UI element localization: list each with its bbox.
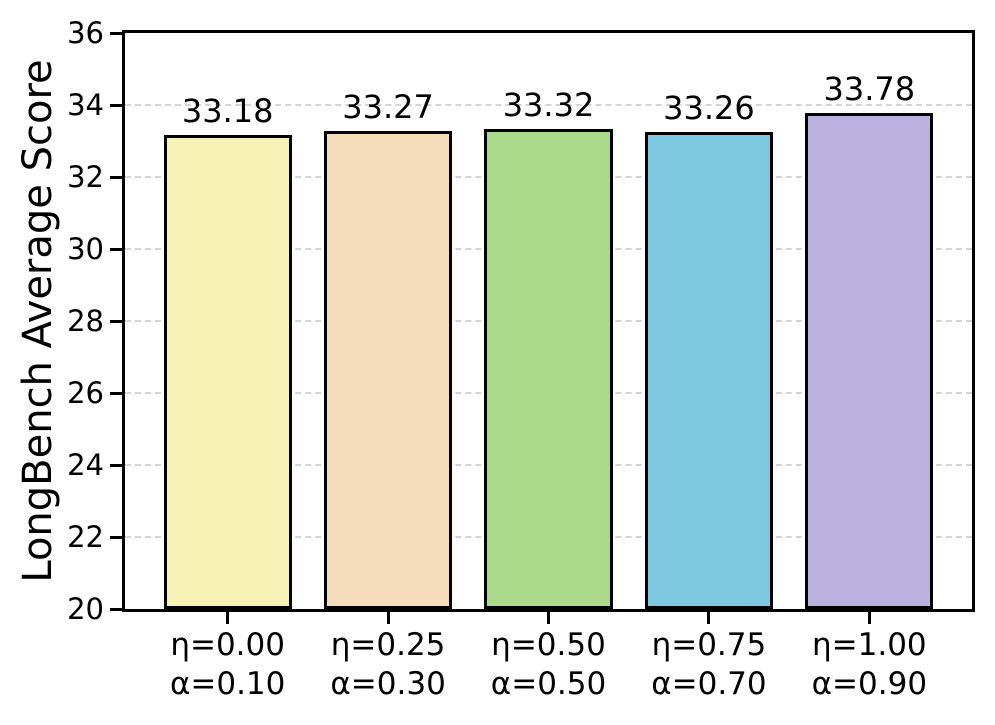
gridline-34 — [125, 104, 972, 106]
y-tick-label-28: 28 — [67, 304, 104, 338]
bar-value-label-1: 33.27 — [342, 88, 434, 127]
bar-η=0.25 — [323, 131, 453, 609]
x-tick-label-3: η=0.75 α=0.70 — [599, 626, 819, 704]
x-tick-label-eta-2: η=0.50 — [491, 627, 606, 663]
y-tick-mark-24 — [110, 463, 122, 467]
y-tick-label-26: 26 — [67, 376, 104, 410]
y-tick-label-30: 30 — [67, 232, 104, 266]
bar-value-label-4: 33.78 — [823, 69, 916, 108]
x-tick-label-4: η=1.00 α=0.90 — [759, 626, 979, 704]
x-tick-label-alpha-1: α=0.30 — [330, 666, 446, 702]
x-tick-label-eta-0: η=0.00 — [170, 627, 285, 663]
y-tick-mark-36 — [110, 31, 122, 35]
bar-η=1.00 — [805, 112, 934, 609]
x-tick-label-eta-1: η=0.25 — [330, 627, 446, 663]
bar-value-label-0: 33.18 — [181, 91, 274, 130]
x-tick-label-alpha-4: α=0.90 — [811, 666, 928, 702]
x-tick-label-0: η=0.00 α=0.10 — [118, 626, 338, 704]
x-tick-label-eta-4: η=1.00 — [812, 627, 927, 663]
x-tick-mark-2 — [547, 612, 550, 624]
bar-value-label-2: 33.32 — [502, 86, 595, 125]
x-tick-mark-3 — [707, 612, 711, 624]
x-tick-label-alpha-3: α=0.70 — [651, 666, 767, 702]
y-tick-mark-20 — [110, 607, 122, 611]
y-tick-label-20: 20 — [67, 592, 104, 626]
plot-area: 33.18 33.27 33.32 33.26 33.78 — [122, 30, 975, 612]
x-tick-mark-4 — [867, 612, 871, 624]
x-tick-label-eta-3: η=0.75 — [651, 627, 767, 663]
x-tick-mark-1 — [386, 612, 390, 624]
y-tick-mark-30 — [110, 247, 122, 251]
bar-η=0.50 — [484, 129, 613, 609]
bar-η=0.75 — [644, 131, 774, 609]
y-tick-mark-28 — [110, 319, 122, 323]
x-tick-label-1: η=0.25 α=0.30 — [278, 626, 498, 704]
bar-value-label-3: 33.26 — [663, 88, 755, 127]
y-tick-label-34: 34 — [67, 88, 104, 122]
y-tick-label-32: 32 — [67, 160, 104, 194]
x-tick-mark-0 — [226, 612, 230, 624]
y-tick-mark-34 — [110, 103, 122, 107]
y-tick-mark-32 — [110, 175, 122, 179]
x-tick-label-2: η=0.50 α=0.50 — [439, 626, 659, 704]
y-tick-mark-26 — [110, 391, 122, 395]
y-tick-mark-22 — [110, 535, 122, 539]
bar-η=0.00 — [163, 134, 292, 609]
y-tick-label-36: 36 — [67, 16, 104, 50]
y-tick-label-22: 22 — [67, 520, 104, 554]
x-tick-label-alpha-0: α=0.10 — [169, 666, 286, 702]
y-tick-label-24: 24 — [67, 448, 104, 482]
x-tick-label-alpha-2: α=0.50 — [490, 666, 607, 702]
